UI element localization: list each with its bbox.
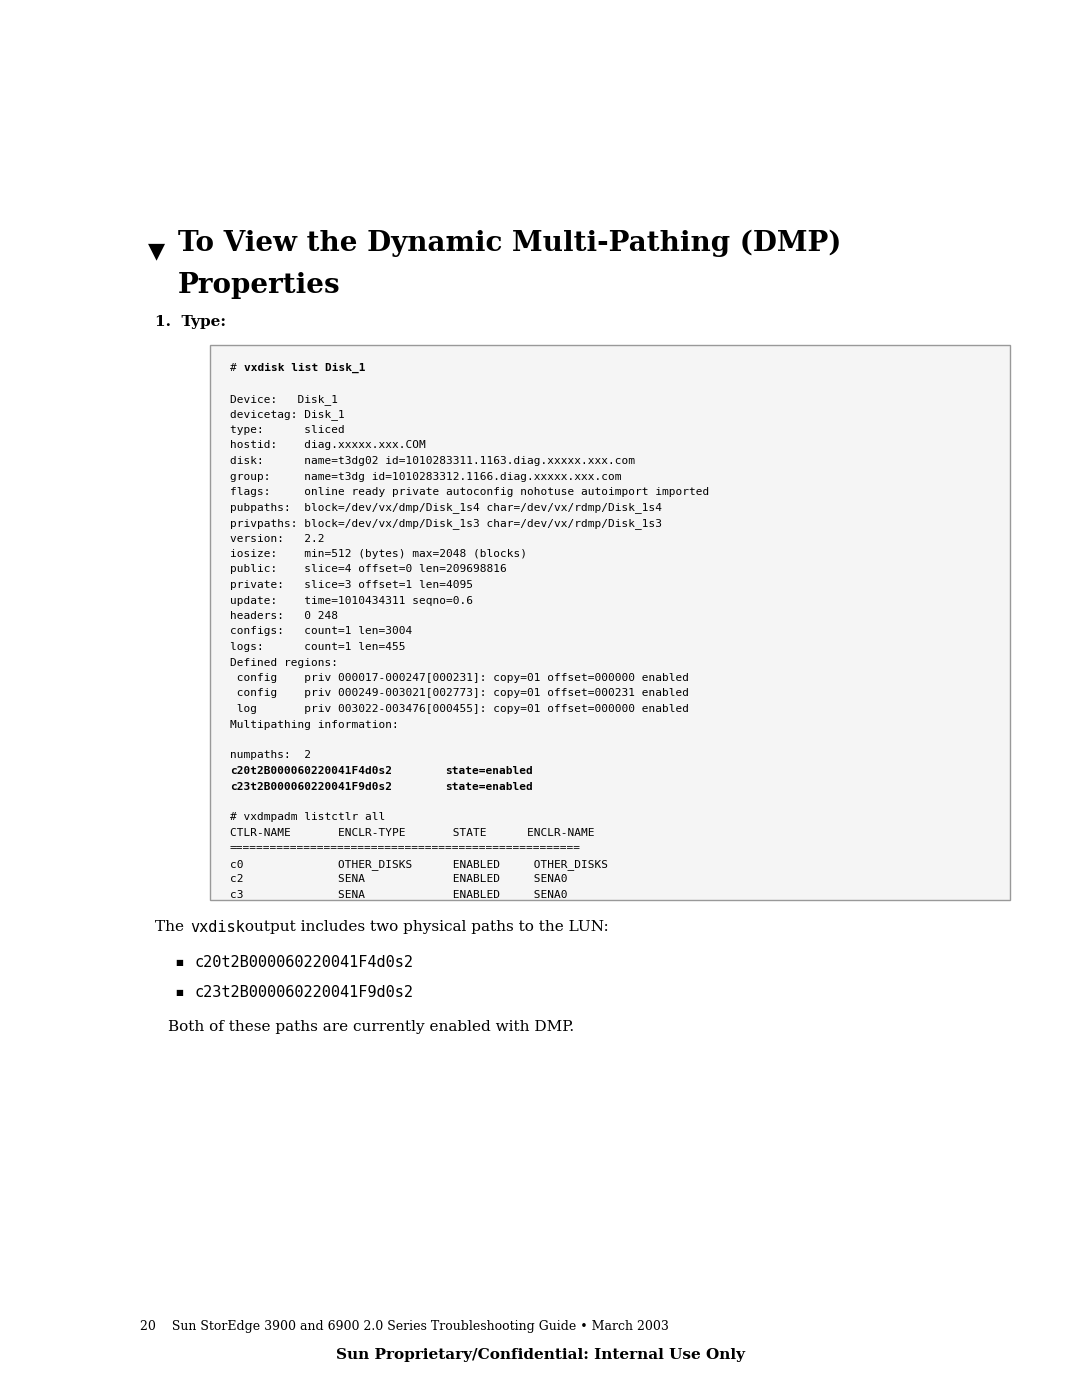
Text: numpaths:  2: numpaths: 2 bbox=[230, 750, 311, 760]
Text: c20t2B000060220041F4d0s2: c20t2B000060220041F4d0s2 bbox=[195, 956, 414, 970]
Text: ▼: ▼ bbox=[148, 240, 165, 263]
Text: Multipathing information:: Multipathing information: bbox=[230, 719, 399, 729]
Text: configs:   count=1 len=3004: configs: count=1 len=3004 bbox=[230, 626, 413, 637]
Text: Sun Proprietary/Confidential: Internal Use Only: Sun Proprietary/Confidential: Internal U… bbox=[336, 1348, 744, 1362]
Text: Device:   Disk_1: Device: Disk_1 bbox=[230, 394, 338, 405]
Text: state=enabled: state=enabled bbox=[445, 766, 532, 775]
Text: state=enabled: state=enabled bbox=[445, 781, 532, 792]
Text: #: # bbox=[230, 363, 243, 373]
Text: 1.  Type:: 1. Type: bbox=[156, 314, 226, 330]
Text: config    priv 000249-003021[002773]: copy=01 offset=000231 enabled: config priv 000249-003021[002773]: copy=… bbox=[230, 689, 689, 698]
Text: c3              SENA             ENABLED     SENA0: c3 SENA ENABLED SENA0 bbox=[230, 890, 567, 900]
Text: hostid:    diag.xxxxx.xxx.COM: hostid: diag.xxxxx.xxx.COM bbox=[230, 440, 426, 450]
Text: c0              OTHER_DISKS      ENABLED     OTHER_DISKS: c0 OTHER_DISKS ENABLED OTHER_DISKS bbox=[230, 859, 608, 870]
Text: logs:      count=1 len=455: logs: count=1 len=455 bbox=[230, 643, 405, 652]
Text: The: The bbox=[156, 921, 189, 935]
Text: vxdisk list Disk_1: vxdisk list Disk_1 bbox=[244, 363, 365, 373]
Text: 20    Sun StorEdge 3900 and 6900 2.0 Series Troubleshooting Guide • March 2003: 20 Sun StorEdge 3900 and 6900 2.0 Series… bbox=[140, 1320, 669, 1333]
Text: To View the Dynamic Multi-Pathing (DMP): To View the Dynamic Multi-Pathing (DMP) bbox=[178, 231, 841, 257]
Text: update:    time=1010434311 seqno=0.6: update: time=1010434311 seqno=0.6 bbox=[230, 595, 473, 605]
Text: headers:   0 248: headers: 0 248 bbox=[230, 610, 338, 622]
Text: pubpaths:  block=/dev/vx/dmp/Disk_1s4 char=/dev/vx/rdmp/Disk_1s4: pubpaths: block=/dev/vx/dmp/Disk_1s4 cha… bbox=[230, 503, 662, 514]
Text: disk:      name=t3dg02 id=1010283311.1163.diag.xxxxx.xxx.com: disk: name=t3dg02 id=1010283311.1163.dia… bbox=[230, 455, 635, 467]
Text: type:      sliced: type: sliced bbox=[230, 425, 345, 434]
Bar bbox=[210, 345, 1010, 900]
Text: c2              SENA             ENABLED     SENA0: c2 SENA ENABLED SENA0 bbox=[230, 875, 567, 884]
Text: c23t2B000060220041F9d0s2: c23t2B000060220041F9d0s2 bbox=[195, 985, 414, 1000]
Text: ====================================================: ========================================… bbox=[230, 844, 581, 854]
Text: group:     name=t3dg id=1010283312.1166.diag.xxxxx.xxx.com: group: name=t3dg id=1010283312.1166.diag… bbox=[230, 472, 621, 482]
Text: flags:     online ready private autoconfig nohotuse autoimport imported: flags: online ready private autoconfig n… bbox=[230, 488, 710, 497]
Text: ■: ■ bbox=[175, 958, 183, 967]
Text: iosize:    min=512 (bytes) max=2048 (blocks): iosize: min=512 (bytes) max=2048 (blocks… bbox=[230, 549, 527, 559]
Text: CTLR-NAME       ENCLR-TYPE       STATE      ENCLR-NAME: CTLR-NAME ENCLR-TYPE STATE ENCLR-NAME bbox=[230, 828, 594, 838]
Text: output includes two physical paths to the LUN:: output includes two physical paths to th… bbox=[240, 921, 609, 935]
Text: # vxdmpadm listctlr all: # vxdmpadm listctlr all bbox=[230, 813, 386, 823]
Text: vxdisk: vxdisk bbox=[190, 921, 245, 935]
Text: version:   2.2: version: 2.2 bbox=[230, 534, 324, 543]
Text: Defined regions:: Defined regions: bbox=[230, 658, 338, 668]
Text: devicetag: Disk_1: devicetag: Disk_1 bbox=[230, 409, 345, 420]
Text: Both of these paths are currently enabled with DMP.: Both of these paths are currently enable… bbox=[168, 1020, 575, 1034]
Text: ■: ■ bbox=[175, 988, 183, 997]
Text: log       priv 003022-003476[000455]: copy=01 offset=000000 enabled: log priv 003022-003476[000455]: copy=01 … bbox=[230, 704, 689, 714]
Text: c23t2B000060220041F9d0s2: c23t2B000060220041F9d0s2 bbox=[230, 781, 392, 792]
Text: private:   slice=3 offset=1 len=4095: private: slice=3 offset=1 len=4095 bbox=[230, 580, 473, 590]
Text: Properties: Properties bbox=[178, 272, 340, 299]
Text: config    priv 000017-000247[000231]: copy=01 offset=000000 enabled: config priv 000017-000247[000231]: copy=… bbox=[230, 673, 689, 683]
Text: privpaths: block=/dev/vx/dmp/Disk_1s3 char=/dev/vx/rdmp/Disk_1s3: privpaths: block=/dev/vx/dmp/Disk_1s3 ch… bbox=[230, 518, 662, 529]
Text: public:    slice=4 offset=0 len=209698816: public: slice=4 offset=0 len=209698816 bbox=[230, 564, 507, 574]
Text: c20t2B000060220041F4d0s2: c20t2B000060220041F4d0s2 bbox=[230, 766, 392, 775]
